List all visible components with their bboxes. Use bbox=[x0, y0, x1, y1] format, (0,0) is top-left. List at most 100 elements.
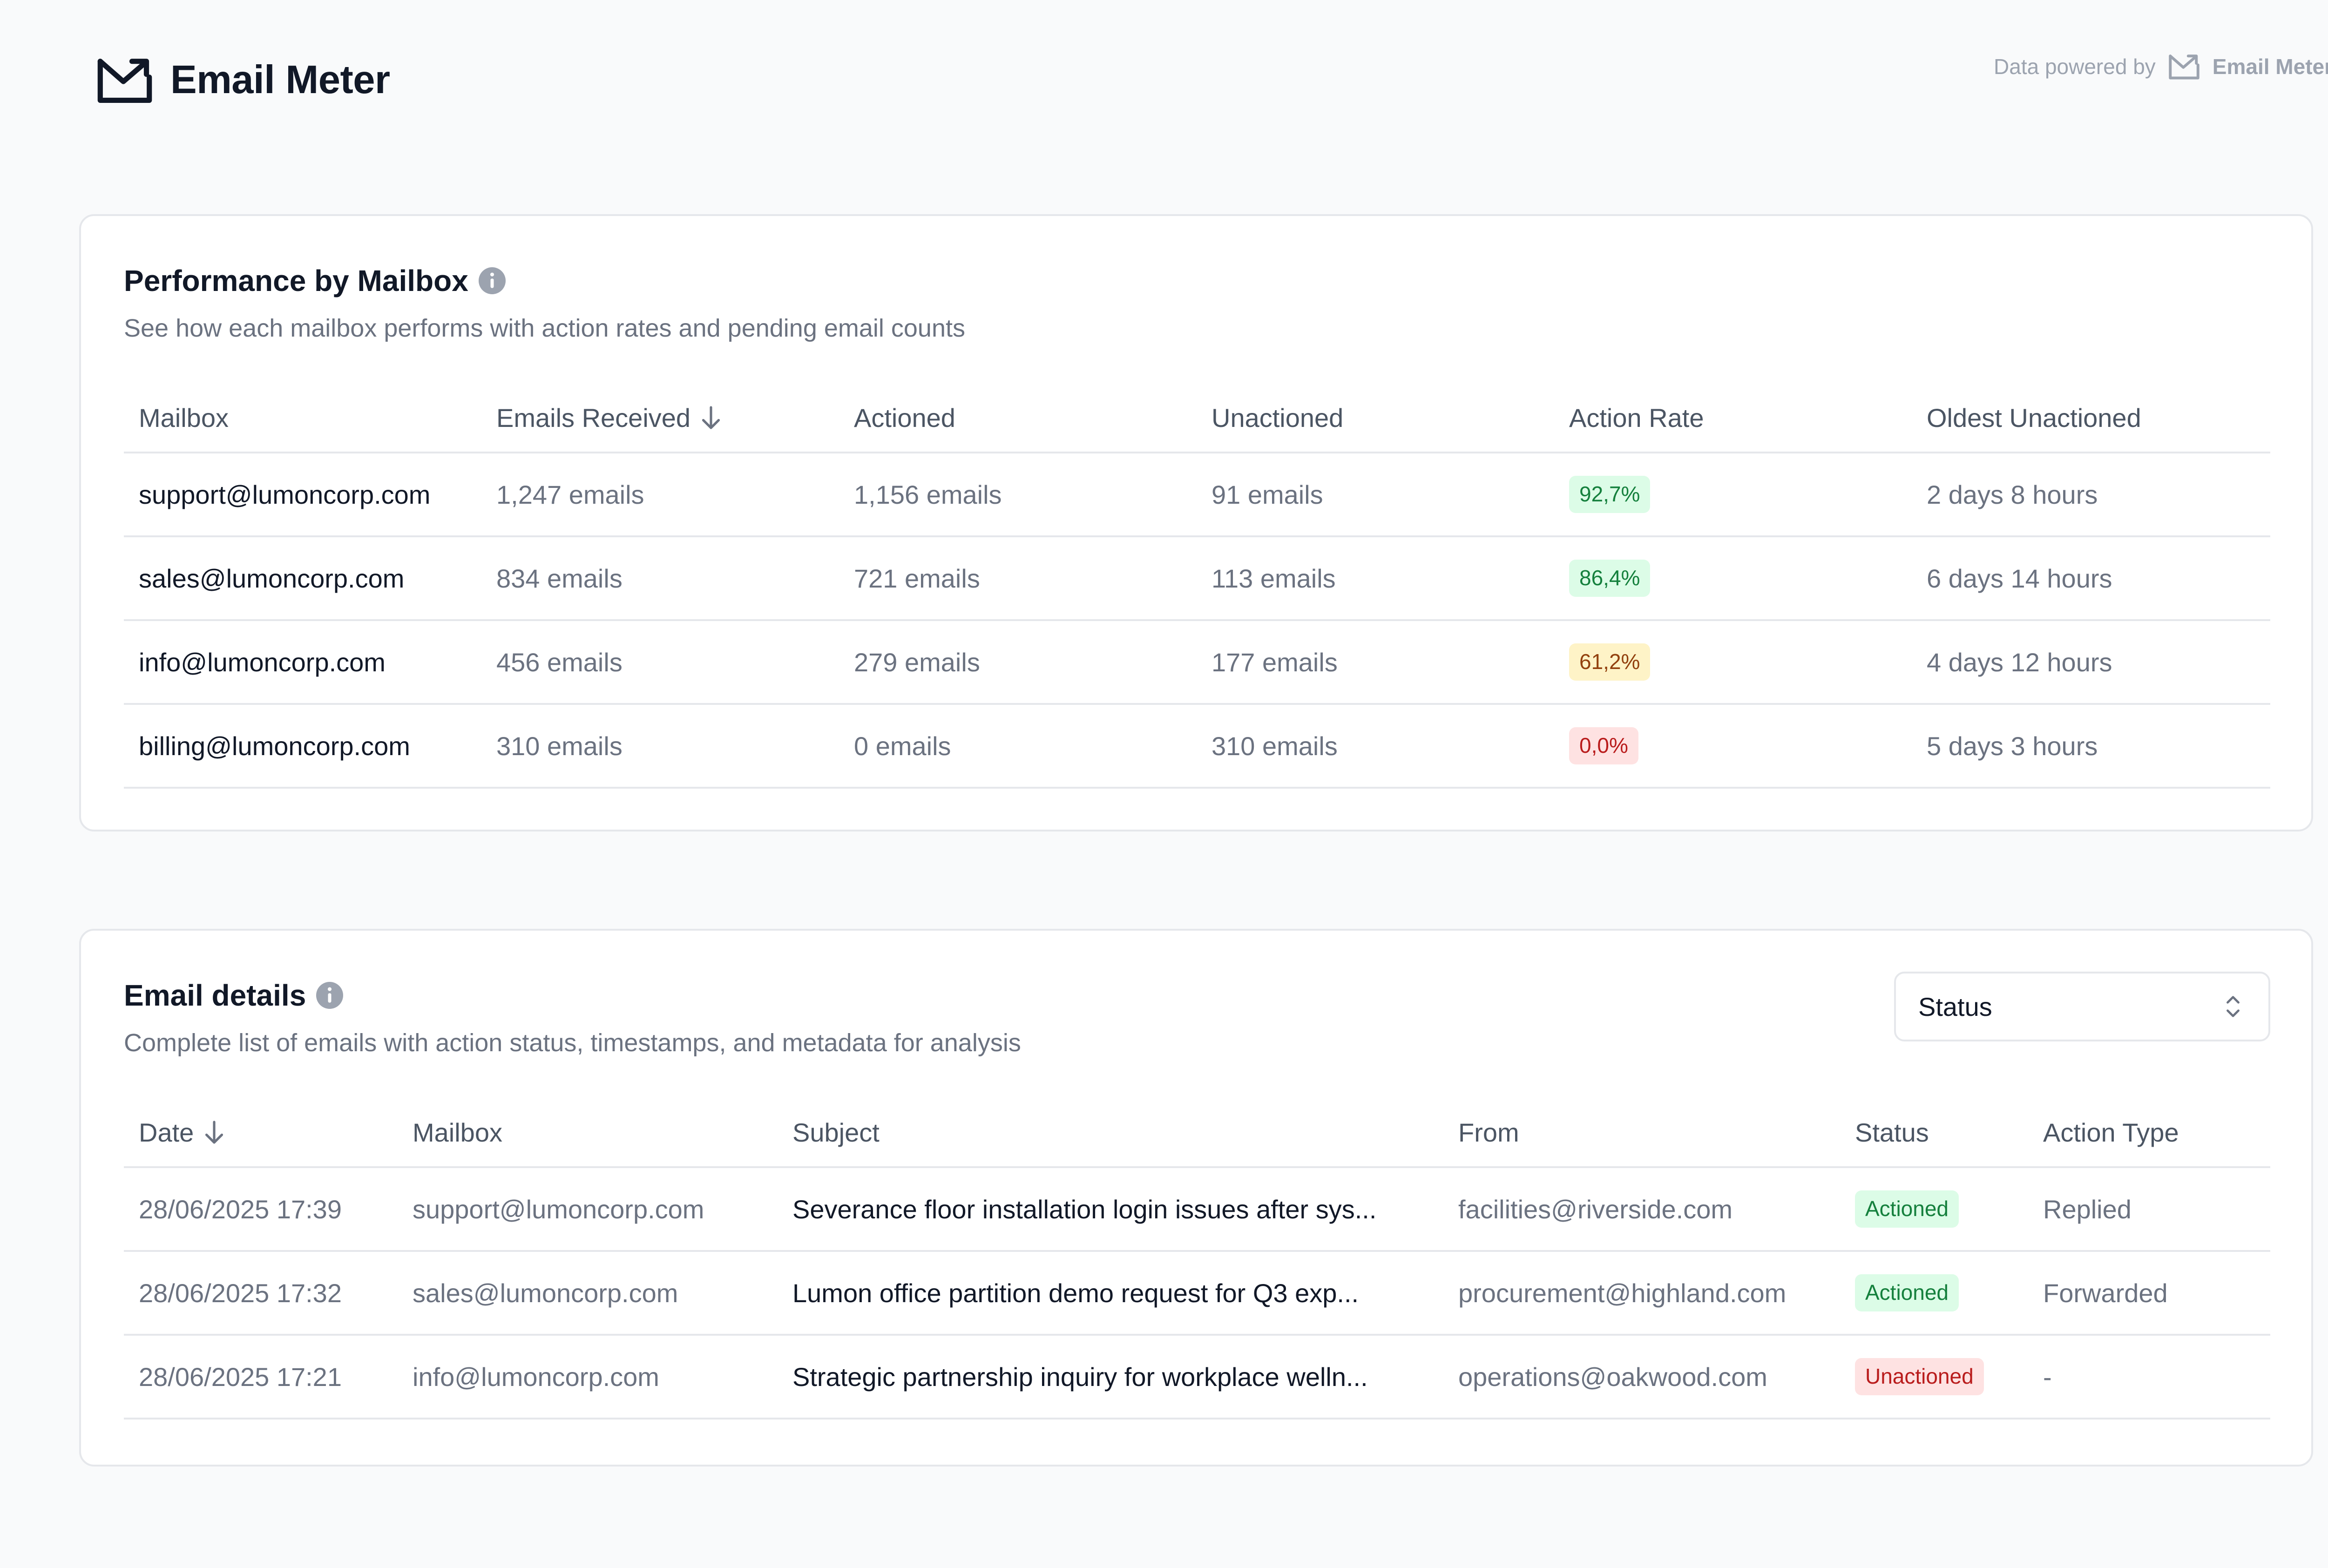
column-header-mailbox[interactable]: Mailbox bbox=[398, 1117, 778, 1148]
cell-action-rate: 0,0% bbox=[1554, 727, 1912, 764]
cell-oldest: 5 days 3 hours bbox=[1927, 731, 2098, 761]
column-header-label: From bbox=[1458, 1117, 1519, 1147]
cell-oldest: 2 days 8 hours bbox=[1927, 480, 2098, 509]
column-header-date[interactable]: Date bbox=[124, 1117, 398, 1148]
cell-status: Actioned bbox=[1840, 1274, 2028, 1311]
cell-date: 28/06/2025 17:21 bbox=[139, 1362, 342, 1392]
cell-action-rate: 92,7% bbox=[1554, 476, 1912, 513]
cell-received: 834 emails bbox=[496, 563, 623, 593]
column-header-label: Action Type bbox=[2043, 1117, 2179, 1147]
arrow-down-icon bbox=[702, 406, 720, 429]
cell-subject: Strategic partnership inquiry for workpl… bbox=[792, 1362, 1368, 1392]
cell-action-type: - bbox=[2043, 1362, 2052, 1392]
powered-by-text: Data powered by bbox=[1994, 54, 2156, 79]
column-header-status[interactable]: Status bbox=[1840, 1117, 2028, 1148]
cell-mailbox: billing@lumoncorp.com bbox=[139, 731, 410, 761]
info-icon[interactable] bbox=[316, 982, 344, 1009]
cell-from: procurement@highland.com bbox=[1458, 1278, 1787, 1308]
status-badge: Actioned bbox=[1855, 1190, 1959, 1228]
column-header-label: Subject bbox=[792, 1117, 880, 1147]
status-filter-label: Status bbox=[1918, 992, 1992, 1021]
cell-actioned: 0 emails bbox=[854, 731, 951, 761]
cell-mailbox: info@lumoncorp.com bbox=[413, 1362, 659, 1392]
table-row[interactable]: sales@lumoncorp.com 834 emails 721 email… bbox=[124, 537, 2270, 621]
cell-from: facilities@riverside.com bbox=[1458, 1194, 1732, 1224]
column-header-from[interactable]: From bbox=[1443, 1117, 1840, 1148]
table-row[interactable]: support@lumoncorp.com 1,247 emails 1,156… bbox=[124, 453, 2270, 537]
table-row[interactable]: 28/06/2025 17:21 info@lumoncorp.com Stra… bbox=[124, 1336, 2270, 1419]
column-header-label: Actioned bbox=[854, 403, 955, 433]
details-title-row: Email details bbox=[124, 978, 344, 1013]
cell-mailbox: sales@lumoncorp.com bbox=[413, 1278, 678, 1308]
cell-mailbox: support@lumoncorp.com bbox=[413, 1194, 704, 1224]
cell-status: Unactioned bbox=[1840, 1358, 2028, 1395]
column-header-label: Mailbox bbox=[139, 403, 229, 433]
column-header-action-rate[interactable]: Action Rate bbox=[1554, 403, 1912, 433]
column-header-label: Status bbox=[1855, 1117, 1929, 1147]
column-header-label: Oldest Unactioned bbox=[1927, 403, 2141, 433]
column-header-subject[interactable]: Subject bbox=[778, 1117, 1443, 1148]
email-details-table: Date Mailbox Subject From Status Action … bbox=[124, 1098, 2270, 1419]
email-details-card: Email details Complete list of emails wi… bbox=[79, 929, 2313, 1467]
column-header-oldest-unactioned[interactable]: Oldest Unactioned bbox=[1912, 403, 2270, 433]
column-header-label: Emails Received bbox=[496, 403, 691, 433]
column-header-actioned[interactable]: Actioned bbox=[839, 403, 1197, 433]
cell-received: 1,247 emails bbox=[496, 480, 644, 509]
performance-table: Mailbox Emails Received Actioned Unactio… bbox=[124, 384, 2270, 789]
cell-subject: Severance floor installation login issue… bbox=[792, 1194, 1377, 1224]
brand-title: Email Meter bbox=[170, 58, 390, 102]
status-filter-select[interactable]: Status bbox=[1894, 972, 2270, 1041]
cell-date: 28/06/2025 17:32 bbox=[139, 1278, 342, 1308]
status-badge: Actioned bbox=[1855, 1274, 1959, 1311]
column-header-mailbox[interactable]: Mailbox bbox=[124, 403, 481, 433]
column-header-label: Date bbox=[139, 1117, 194, 1147]
cell-unactioned: 91 emails bbox=[1211, 480, 1323, 509]
column-header-label: Action Rate bbox=[1569, 403, 1704, 433]
performance-title: Performance by Mailbox bbox=[124, 264, 468, 297]
cell-received: 310 emails bbox=[496, 731, 623, 761]
cell-from: operations@oakwood.com bbox=[1458, 1362, 1767, 1392]
powered-by-brand[interactable]: Email Meter bbox=[2212, 54, 2328, 79]
details-title: Email details bbox=[124, 979, 306, 1012]
envelope-arrow-icon bbox=[2169, 54, 2199, 80]
cell-action-type: Replied bbox=[2043, 1194, 2132, 1224]
arrow-down-icon bbox=[205, 1121, 223, 1144]
column-header-unactioned[interactable]: Unactioned bbox=[1197, 403, 1554, 433]
cell-subject: Lumon office partition demo request for … bbox=[792, 1278, 1359, 1308]
column-header-label: Unactioned bbox=[1211, 403, 1344, 433]
rate-badge: 61,2% bbox=[1569, 643, 1651, 681]
cell-unactioned: 310 emails bbox=[1211, 731, 1338, 761]
cell-actioned: 1,156 emails bbox=[854, 480, 1002, 509]
table-row[interactable]: 28/06/2025 17:32 sales@lumoncorp.com Lum… bbox=[124, 1252, 2270, 1336]
cell-mailbox: info@lumoncorp.com bbox=[139, 647, 386, 677]
cell-action-rate: 61,2% bbox=[1554, 643, 1912, 681]
table-row[interactable]: 28/06/2025 17:39 support@lumoncorp.com S… bbox=[124, 1168, 2270, 1252]
cell-actioned: 279 emails bbox=[854, 647, 980, 677]
cell-actioned: 721 emails bbox=[854, 563, 980, 593]
performance-title-row: Performance by Mailbox bbox=[124, 264, 506, 298]
brand: Email Meter bbox=[96, 55, 390, 105]
cell-mailbox: support@lumoncorp.com bbox=[139, 480, 431, 509]
cell-received: 456 emails bbox=[496, 647, 623, 677]
cell-unactioned: 177 emails bbox=[1211, 647, 1338, 677]
cell-action-type: Forwarded bbox=[2043, 1278, 2168, 1308]
performance-card: Performance by Mailbox See how each mail… bbox=[79, 214, 2313, 831]
table-header: Mailbox Emails Received Actioned Unactio… bbox=[124, 384, 2270, 453]
rate-badge: 92,7% bbox=[1569, 476, 1651, 513]
cell-oldest: 6 days 14 hours bbox=[1927, 563, 2112, 593]
info-icon[interactable] bbox=[478, 267, 506, 294]
cell-unactioned: 113 emails bbox=[1211, 563, 1336, 593]
column-header-label: Mailbox bbox=[413, 1117, 502, 1147]
envelope-arrow-icon bbox=[97, 59, 152, 103]
cell-mailbox: sales@lumoncorp.com bbox=[139, 563, 405, 593]
cell-date: 28/06/2025 17:39 bbox=[139, 1194, 342, 1224]
status-badge: Unactioned bbox=[1855, 1358, 1984, 1395]
powered-by: Data powered by Email Meter bbox=[1994, 52, 2328, 81]
table-row[interactable]: billing@lumoncorp.com 310 emails 0 email… bbox=[124, 705, 2270, 789]
column-header-action-type[interactable]: Action Type bbox=[2028, 1117, 2270, 1148]
cell-status: Actioned bbox=[1840, 1190, 2028, 1228]
column-header-emails-received[interactable]: Emails Received bbox=[481, 403, 839, 433]
table-row[interactable]: info@lumoncorp.com 456 emails 279 emails… bbox=[124, 621, 2270, 705]
chevron-up-down-icon bbox=[2226, 996, 2240, 1017]
